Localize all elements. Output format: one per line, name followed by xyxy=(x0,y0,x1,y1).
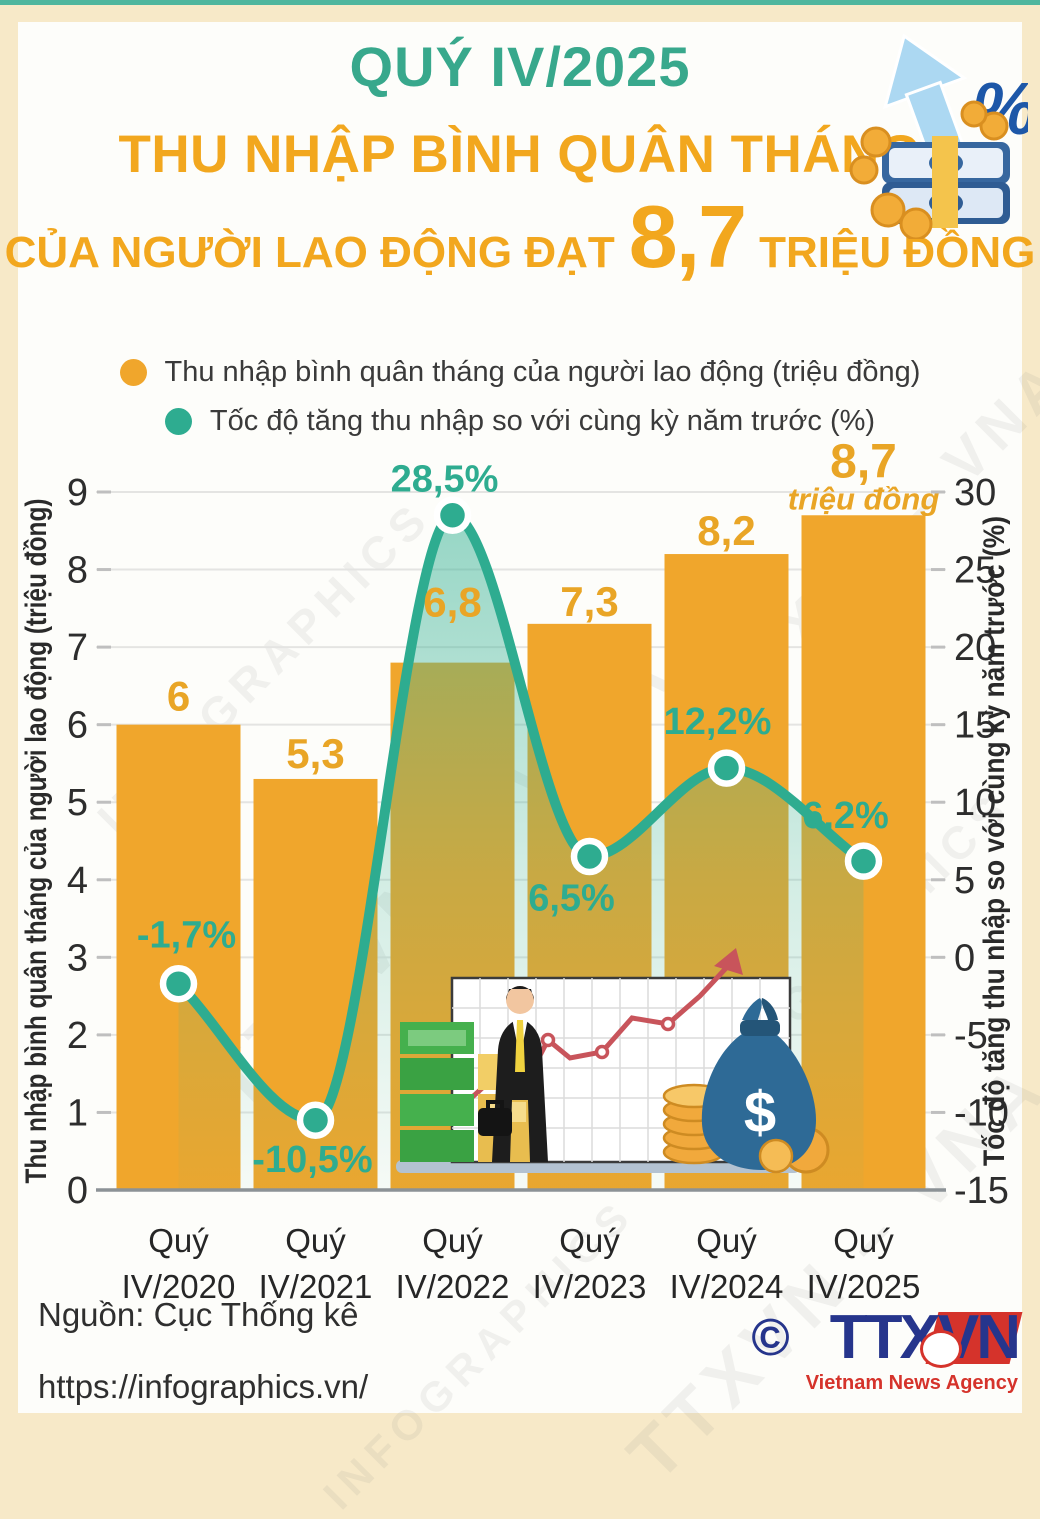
legend-label: Thu nhập bình quân tháng của người lao đ… xyxy=(164,356,921,388)
ttxvn-logo: © TTXVN Vietnam News Agency xyxy=(751,1306,1023,1395)
svg-text:-15: -15 xyxy=(954,1170,1009,1212)
line-series xyxy=(159,496,883,1139)
svg-text:2: 2 xyxy=(67,1015,88,1057)
money-growth-icon: % xyxy=(849,33,1028,239)
svg-text:-10: -10 xyxy=(954,1092,1009,1134)
line-point-2 xyxy=(433,496,472,535)
svg-text:IV/2025: IV/2025 xyxy=(807,1268,921,1305)
source-text: Nguồn: Cục Thống kê xyxy=(38,1296,359,1333)
coins-icon xyxy=(849,100,1009,239)
svg-text:1: 1 xyxy=(67,1092,88,1134)
businessman-icon xyxy=(478,986,548,1162)
svg-text:12,2%: 12,2% xyxy=(664,701,772,743)
title-prefix: CỦA NGƯỜI LAO ĐỘNG ĐẠT xyxy=(4,228,615,277)
svg-text:10: 10 xyxy=(954,782,996,824)
legend-label: Tốc độ tăng thu nhập so với cùng kỳ năm … xyxy=(209,405,876,437)
svg-text:triệu đồng: triệu đồng xyxy=(788,481,940,516)
svg-text:28,5%: 28,5% xyxy=(391,458,499,500)
svg-text:IV/2023: IV/2023 xyxy=(533,1268,647,1305)
line-point-4 xyxy=(707,749,746,787)
svg-text:0: 0 xyxy=(954,937,975,979)
logo-globe-icon xyxy=(920,1330,962,1368)
svg-text:Quý: Quý xyxy=(696,1222,757,1259)
svg-text:IV/2020: IV/2020 xyxy=(122,1268,236,1305)
svg-text:6: 6 xyxy=(167,673,190,720)
svg-text:6,8: 6,8 xyxy=(423,579,481,626)
money-bag-icon: $ xyxy=(701,998,830,1174)
logo-main: TTXVN Vietnam News Agency xyxy=(805,1306,1023,1395)
svg-text:Quý: Quý xyxy=(148,1222,209,1259)
legend-item-line: Tốc độ tăng thu nhập so với cùng kỳ năm … xyxy=(164,405,876,438)
page-title-line2: CỦA NGƯỜI LAO ĐỘNG ĐẠT 8,7 TRIỆU ĐỒNG xyxy=(0,186,1040,288)
svg-text:30: 30 xyxy=(954,472,996,514)
copyright-icon: © xyxy=(751,1309,790,1367)
svg-text:IV/2021: IV/2021 xyxy=(259,1268,373,1305)
money-bundle-icon xyxy=(882,136,1010,228)
svg-text:-5: -5 xyxy=(954,1015,988,1057)
svg-text:25: 25 xyxy=(954,550,996,592)
category-labels: Quý IV/2020 Quý IV/2021 Quý IV/2022 Quý IV/2023… xyxy=(122,1222,921,1305)
svg-text:0: 0 xyxy=(67,1170,88,1212)
line-value-labels: -1,7% -10,5% 28,5% 6,5% 12,2% 6,2% xyxy=(137,458,889,1181)
dollar-icon: $ xyxy=(744,1080,776,1145)
svg-text:4: 4 xyxy=(67,860,88,902)
svg-text:3: 3 xyxy=(67,937,88,979)
svg-text:Quý: Quý xyxy=(559,1222,620,1259)
svg-text:9: 9 xyxy=(67,472,88,514)
line-point-0 xyxy=(159,964,198,1003)
svg-text:5: 5 xyxy=(954,860,975,902)
left-axis-title: Thu nhập bình quân tháng của người lao đ… xyxy=(20,499,53,1184)
axis-titles: Thu nhập bình quân tháng của người lao đ… xyxy=(20,499,1011,1184)
svg-text:8,7: 8,7 xyxy=(830,440,897,488)
report-period-title: QUÝ IV/2025 xyxy=(349,35,691,98)
logo-text: TTXVN xyxy=(806,1306,1021,1370)
svg-text:7,3: 7,3 xyxy=(560,578,618,625)
svg-text:8: 8 xyxy=(67,550,88,592)
right-axis-title: Tốc độ tăng thu nhập so với cùng kỳ năm … xyxy=(978,516,1011,1166)
title-highlight-value: 8,7 xyxy=(628,187,747,286)
top-accent-strip xyxy=(0,0,1040,5)
title-suffix: TRIỆU ĐỒNG xyxy=(759,228,1036,277)
line-point-1 xyxy=(296,1101,335,1139)
svg-text:5,3: 5,3 xyxy=(286,730,344,777)
logo-tagline: Vietnam News Agency xyxy=(805,1372,1018,1394)
page-title-line1: THU NHẬP BÌNH QUÂN THÁNG xyxy=(118,125,922,184)
svg-text:8,2: 8,2 xyxy=(697,507,755,554)
svg-text:6,5%: 6,5% xyxy=(528,878,615,920)
svg-text:Quý: Quý xyxy=(285,1222,346,1259)
money-illustration: $ xyxy=(396,948,830,1174)
svg-text:20: 20 xyxy=(954,627,996,669)
line-point-3 xyxy=(570,837,609,876)
website-url: https://infographics.vn/ xyxy=(38,1368,369,1405)
svg-text:5: 5 xyxy=(67,782,88,824)
svg-text:-10,5%: -10,5% xyxy=(252,1139,372,1181)
right-axis-tick-labels: -15 -10 -5 0 5 10 15 20 25 30 xyxy=(954,472,1009,1212)
svg-text:6: 6 xyxy=(67,705,88,747)
chart-legend: Thu nhập bình quân tháng của người lao đ… xyxy=(0,356,1040,438)
svg-text:Quý: Quý xyxy=(422,1222,483,1259)
left-axis-tick-labels: 0 1 2 3 4 5 6 7 8 9 xyxy=(67,472,88,1212)
line-point-5 xyxy=(844,842,883,880)
svg-text:6,2%: 6,2% xyxy=(802,795,889,837)
svg-text:15: 15 xyxy=(954,705,996,747)
income-combo-chart: 0 1 2 3 4 5 6 7 8 9 -15 -10 -5 0 5 10 15 20 25 30 6 5,3 6,8 7… xyxy=(20,440,1011,1305)
svg-text:IV/2024: IV/2024 xyxy=(670,1268,784,1305)
legend-item-bar: Thu nhập bình quân tháng của người lao đ… xyxy=(119,356,921,389)
svg-text:7: 7 xyxy=(67,627,88,669)
svg-text:Quý: Quý xyxy=(833,1222,894,1259)
svg-text:-1,7%: -1,7% xyxy=(137,915,236,957)
bar-series-dot-icon xyxy=(119,359,147,386)
svg-text:IV/2022: IV/2022 xyxy=(396,1268,510,1305)
line-series-dot-icon xyxy=(164,408,192,435)
